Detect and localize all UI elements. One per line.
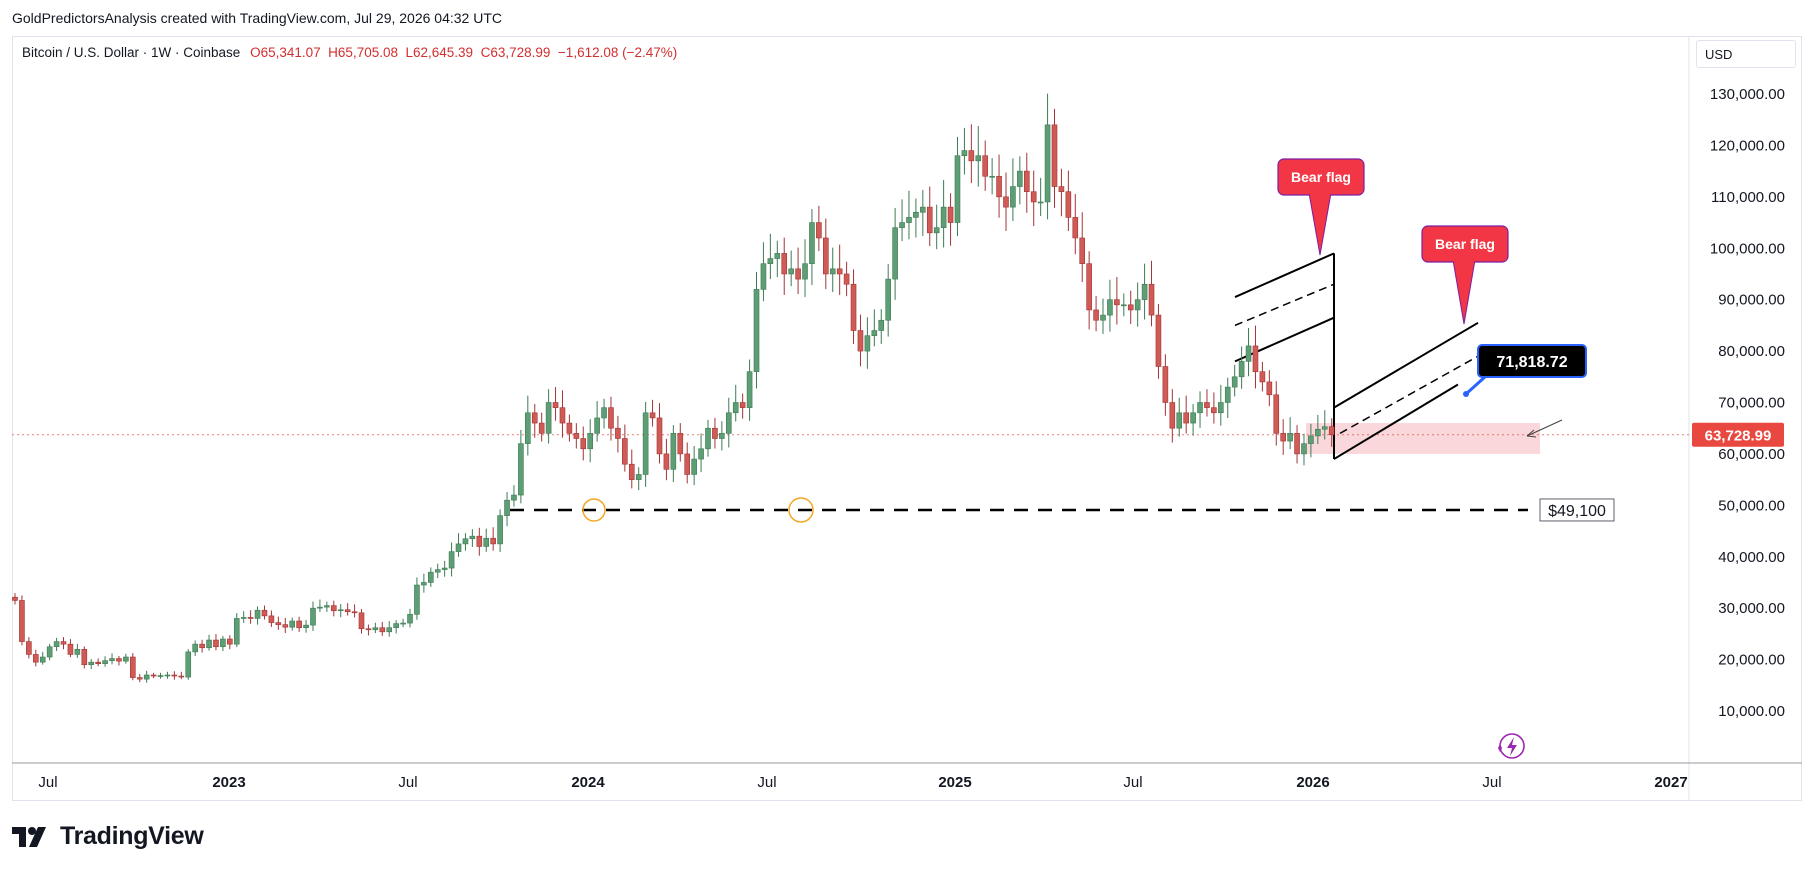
chart-frame xyxy=(12,36,1802,801)
brand-name: TradingView xyxy=(60,822,204,850)
chart-caption: GoldPredictorsAnalysis created with Trad… xyxy=(12,10,502,26)
legend-close: C63,728.99 xyxy=(480,45,551,60)
legend-open: O65,341.07 xyxy=(250,45,321,60)
symbol-legend[interactable]: Bitcoin / U.S. Dollar · 1W · Coinbase O6… xyxy=(22,45,677,60)
legend-high: H65,705.08 xyxy=(328,45,398,60)
legend-low: L62,645.39 xyxy=(405,45,474,60)
tradingview-brand[interactable]: TradingView xyxy=(12,822,204,851)
tradingview-logo-icon xyxy=(12,826,46,847)
legend-change: −1,612.08 (−2.47%) xyxy=(557,45,678,60)
currency-button[interactable]: USD xyxy=(1696,40,1796,68)
symbol-name: Bitcoin / U.S. Dollar · 1W · Coinbase xyxy=(22,45,241,60)
